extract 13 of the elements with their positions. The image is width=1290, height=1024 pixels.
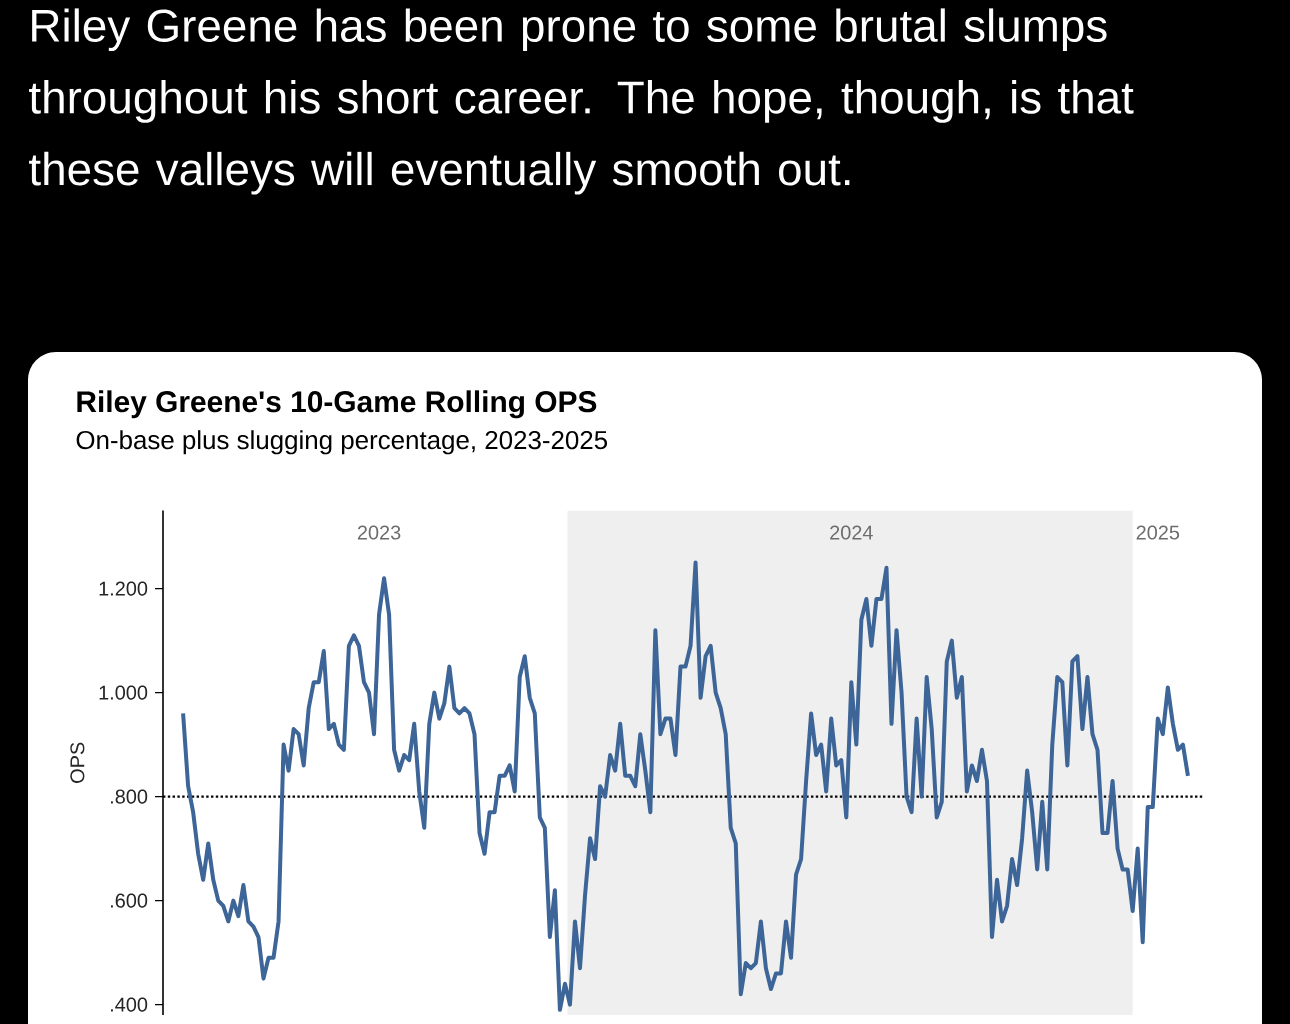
text: Riley Greene has been prone to some brutal slumps throughout his short career. The hope, though, is that these valleys will eventually smooth out. xyxy=(29,8,1134,195)
y-tick-label: .400 xyxy=(110,997,148,1012)
x-tick-label: 2025 xyxy=(1136,525,1180,540)
y-tick-label: .600 xyxy=(110,893,148,908)
y-tick-label: 1.200 xyxy=(99,581,148,596)
chart-subtitle: On-base plus slugging percentage, 2023-2025 xyxy=(76,430,608,455)
x-tick-label: 2023 xyxy=(357,525,401,540)
y-tick-label: .800 xyxy=(110,789,148,804)
x-tick-label: 2024 xyxy=(830,525,873,540)
chart-title: Riley Greene's 10-Game Rolling OPS xyxy=(77,390,597,419)
y-axis-title: OPS xyxy=(70,742,85,783)
y-tick-label: 1.000 xyxy=(99,685,148,700)
line-series xyxy=(181,560,1190,1012)
